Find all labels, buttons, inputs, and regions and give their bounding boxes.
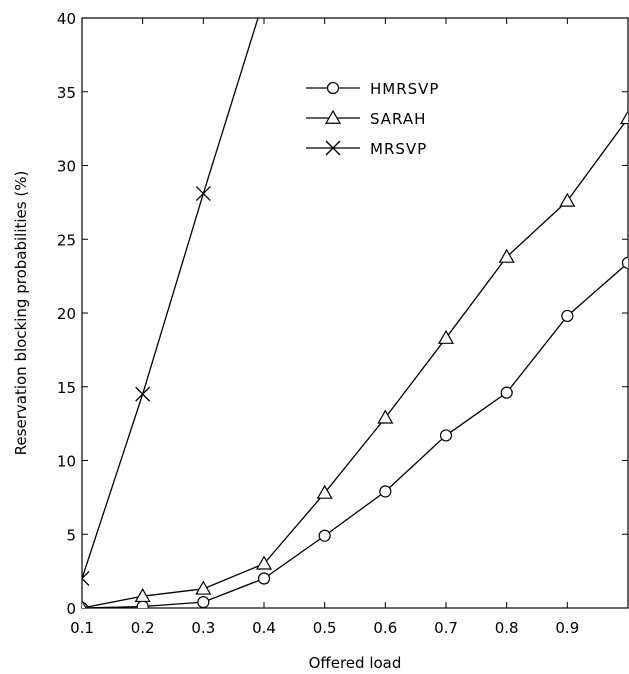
legend-marker-stroke	[325, 140, 341, 156]
data-point-stroke	[135, 386, 151, 402]
y-tick-label: 0	[66, 600, 76, 618]
data-point	[318, 529, 331, 542]
x-tick-label: 0.6	[373, 619, 397, 637]
y-tick-label: 10	[57, 453, 76, 471]
x-tick-label: 0.7	[434, 619, 458, 637]
series-sarah	[82, 110, 628, 608]
series-hmrsvp	[82, 256, 628, 608]
legend-marker	[325, 140, 341, 156]
data-point	[379, 485, 392, 498]
y-axis-label: Reservation blocking probabilities (%)	[12, 171, 30, 456]
legend-label: SARAH	[370, 110, 426, 128]
data-point	[498, 248, 515, 263]
data-point	[316, 484, 333, 499]
x-tick-label: 0.8	[495, 619, 519, 637]
data-point	[439, 429, 453, 442]
plot-area: 0.1 0.2 0.3 0.4 0.5 0.6 0.7 0.8 0.9 0 5 10 15 20 25 30 3…	[57, 10, 629, 637]
data-point-stroke	[195, 186, 211, 201]
y-tick-label: 25	[57, 231, 76, 249]
x-tick-label: 0.9	[555, 619, 579, 637]
data-point	[195, 186, 211, 201]
data-point	[561, 309, 574, 323]
data-point	[134, 587, 151, 603]
legend-marker	[324, 109, 342, 124]
data-point	[377, 409, 394, 424]
legend: HMRSVP SARAH MRSVP	[306, 80, 439, 158]
data-point	[82, 571, 90, 586]
y-tick-label: 30	[57, 158, 76, 176]
x-tick-label: 0.3	[191, 619, 215, 637]
data-point	[559, 192, 576, 207]
legend-item: SARAH	[306, 109, 426, 128]
data-point	[437, 329, 455, 344]
data-point	[255, 555, 273, 570]
data-point	[197, 596, 210, 608]
data-point	[136, 600, 149, 608]
data-point	[195, 580, 212, 595]
x-tick-label: 0.2	[131, 619, 155, 637]
legend-item: HMRSVP	[306, 80, 439, 98]
series-mrsvp	[82, 18, 259, 586]
x-tick-label: 0.5	[313, 619, 337, 637]
data-point	[621, 256, 628, 269]
series-line	[82, 117, 628, 608]
data-point-stroke	[82, 577, 90, 586]
data-point	[135, 386, 151, 402]
legend-label: MRSVP	[370, 140, 427, 158]
series-line	[82, 18, 259, 579]
y-tick-label: 20	[57, 305, 76, 323]
x-tick-label: 0.1	[70, 619, 94, 637]
axis-titles: Offered load Reservation blocking probab…	[12, 171, 401, 672]
data-point	[257, 572, 271, 585]
series-line	[82, 262, 628, 608]
y-tick-label: 35	[57, 84, 76, 102]
data-point-stroke	[82, 571, 90, 580]
y-tick-label: 5	[66, 526, 76, 544]
legend-item: MRSVP	[306, 140, 427, 158]
data-point	[82, 599, 87, 608]
data-point	[619, 110, 628, 125]
axes-frame	[81, 17, 629, 609]
legend-label: HMRSVP	[370, 80, 439, 98]
y-tick-label: 40	[57, 10, 76, 28]
y-tick-label: 15	[57, 379, 76, 397]
x-axis-label: Offered load	[309, 654, 402, 672]
legend-marker	[326, 81, 340, 95]
data-point	[500, 386, 513, 399]
x-tick-label: 0.4	[252, 619, 276, 637]
